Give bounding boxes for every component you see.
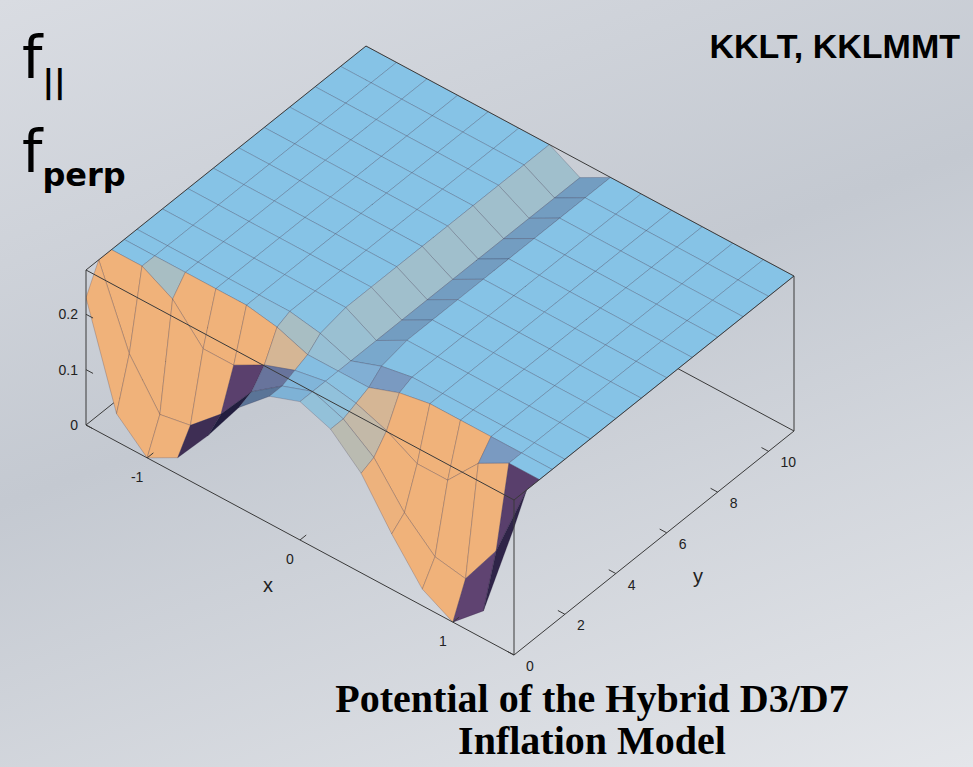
- box-edge: [366, 201, 794, 431]
- y-tick-label: 6: [679, 536, 687, 552]
- box-edge: [86, 425, 514, 655]
- y-tick: [761, 448, 768, 452]
- y-axis-label: y: [693, 565, 703, 587]
- box-front: [86, 46, 794, 655]
- y-tick-label: 10: [781, 454, 797, 470]
- annotation-text: f: [22, 118, 44, 186]
- title-line: Potential of the Hybrid D3/D7: [335, 676, 848, 721]
- box-back: [86, 46, 794, 431]
- y-tick: [609, 570, 616, 574]
- x-tick-label: 1: [439, 633, 447, 649]
- box-edge: [86, 270, 514, 500]
- z-tick-label: 0: [70, 417, 78, 433]
- y-tick: [558, 610, 565, 614]
- box-edge: [514, 431, 794, 655]
- surface-cell: [483, 490, 526, 611]
- z-tick: [86, 314, 93, 318]
- surface-cell: [208, 392, 251, 436]
- z-tick: [86, 425, 93, 429]
- z-tick: [86, 370, 93, 374]
- axes: -101024681000.10.2xy: [59, 306, 797, 674]
- y-tick: [711, 488, 718, 492]
- annotation: KKLT, KKLMMT: [709, 27, 960, 65]
- surface-cell: [361, 458, 404, 534]
- annotations: f||fperpKKLT, KKLMMT: [22, 24, 960, 194]
- surface: [86, 46, 794, 622]
- title-line: Inflation Model: [458, 718, 726, 763]
- box-edge: [794, 276, 795, 431]
- x-tick: [300, 535, 306, 540]
- y-tick-label: 4: [628, 577, 636, 593]
- z-tick-label: 0.2: [59, 306, 79, 322]
- surface-cell: [178, 414, 221, 458]
- box-edge: [86, 46, 366, 270]
- annotation: f||: [22, 24, 66, 101]
- box-edge: [514, 500, 515, 655]
- annotation-subscript: ||: [42, 62, 65, 101]
- box-edge: [86, 270, 87, 425]
- x-axis-label: x: [263, 574, 273, 596]
- x-tick: [147, 453, 153, 458]
- y-tick-label: 0: [526, 658, 534, 674]
- title: Potential of the Hybrid D3/D7Inflation M…: [335, 676, 848, 763]
- annotation-text: f: [22, 24, 44, 92]
- x-tick-label: -1: [131, 469, 144, 485]
- box-edge: [514, 276, 794, 500]
- annotation-text: KKLT, KKLMMT: [709, 27, 960, 65]
- annotation: fperp: [22, 118, 126, 194]
- annotation-subscript: perp: [42, 156, 125, 194]
- chart-root: -101024681000.10.2xyf||fperpKKLT, KKLMMT…: [0, 0, 973, 767]
- y-tick: [660, 529, 667, 533]
- x-tick: [453, 617, 459, 622]
- box-edge: [366, 46, 794, 276]
- z-tick-label: 0.1: [59, 362, 79, 378]
- y-tick-label: 8: [730, 495, 738, 511]
- y-tick-label: 2: [577, 617, 585, 633]
- y-tick: [507, 651, 514, 655]
- x-tick-label: 0: [286, 551, 294, 567]
